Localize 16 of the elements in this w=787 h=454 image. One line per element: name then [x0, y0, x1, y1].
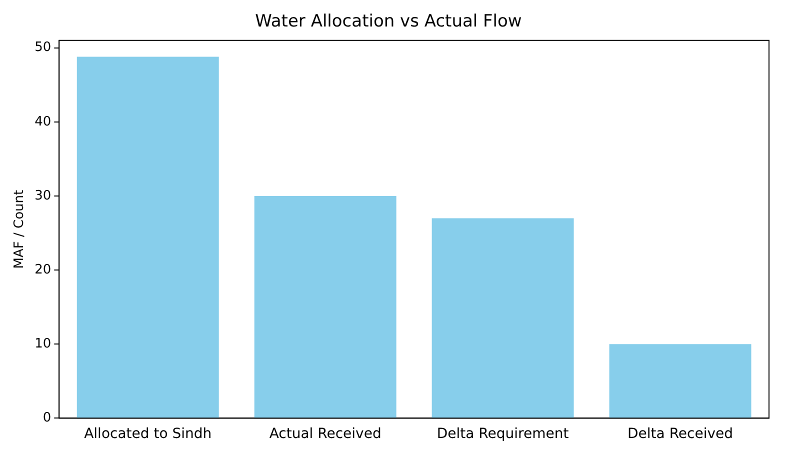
- y-tick-label: 50: [34, 40, 52, 56]
- y-tick-label: 30: [34, 188, 52, 204]
- bar: [609, 344, 752, 418]
- bar: [254, 196, 396, 418]
- y-tick-label: 40: [34, 114, 52, 130]
- y-tick-label: 20: [34, 262, 52, 278]
- x-tick-label: Delta Requirement: [436, 426, 570, 442]
- x-tick-label: Actual Received: [269, 426, 382, 442]
- y-axis-title: MAF / Count: [12, 190, 28, 269]
- bar: [432, 218, 574, 418]
- y-tick-label: 0: [42, 410, 52, 426]
- y-tick-label: 10: [34, 336, 52, 352]
- x-tick-label: Delta Received: [628, 426, 734, 442]
- bar: [76, 56, 219, 418]
- chart-title: Water Allocation vs Actual Flow: [255, 12, 522, 32]
- x-tick-label: Allocated to Sindh: [84, 426, 212, 442]
